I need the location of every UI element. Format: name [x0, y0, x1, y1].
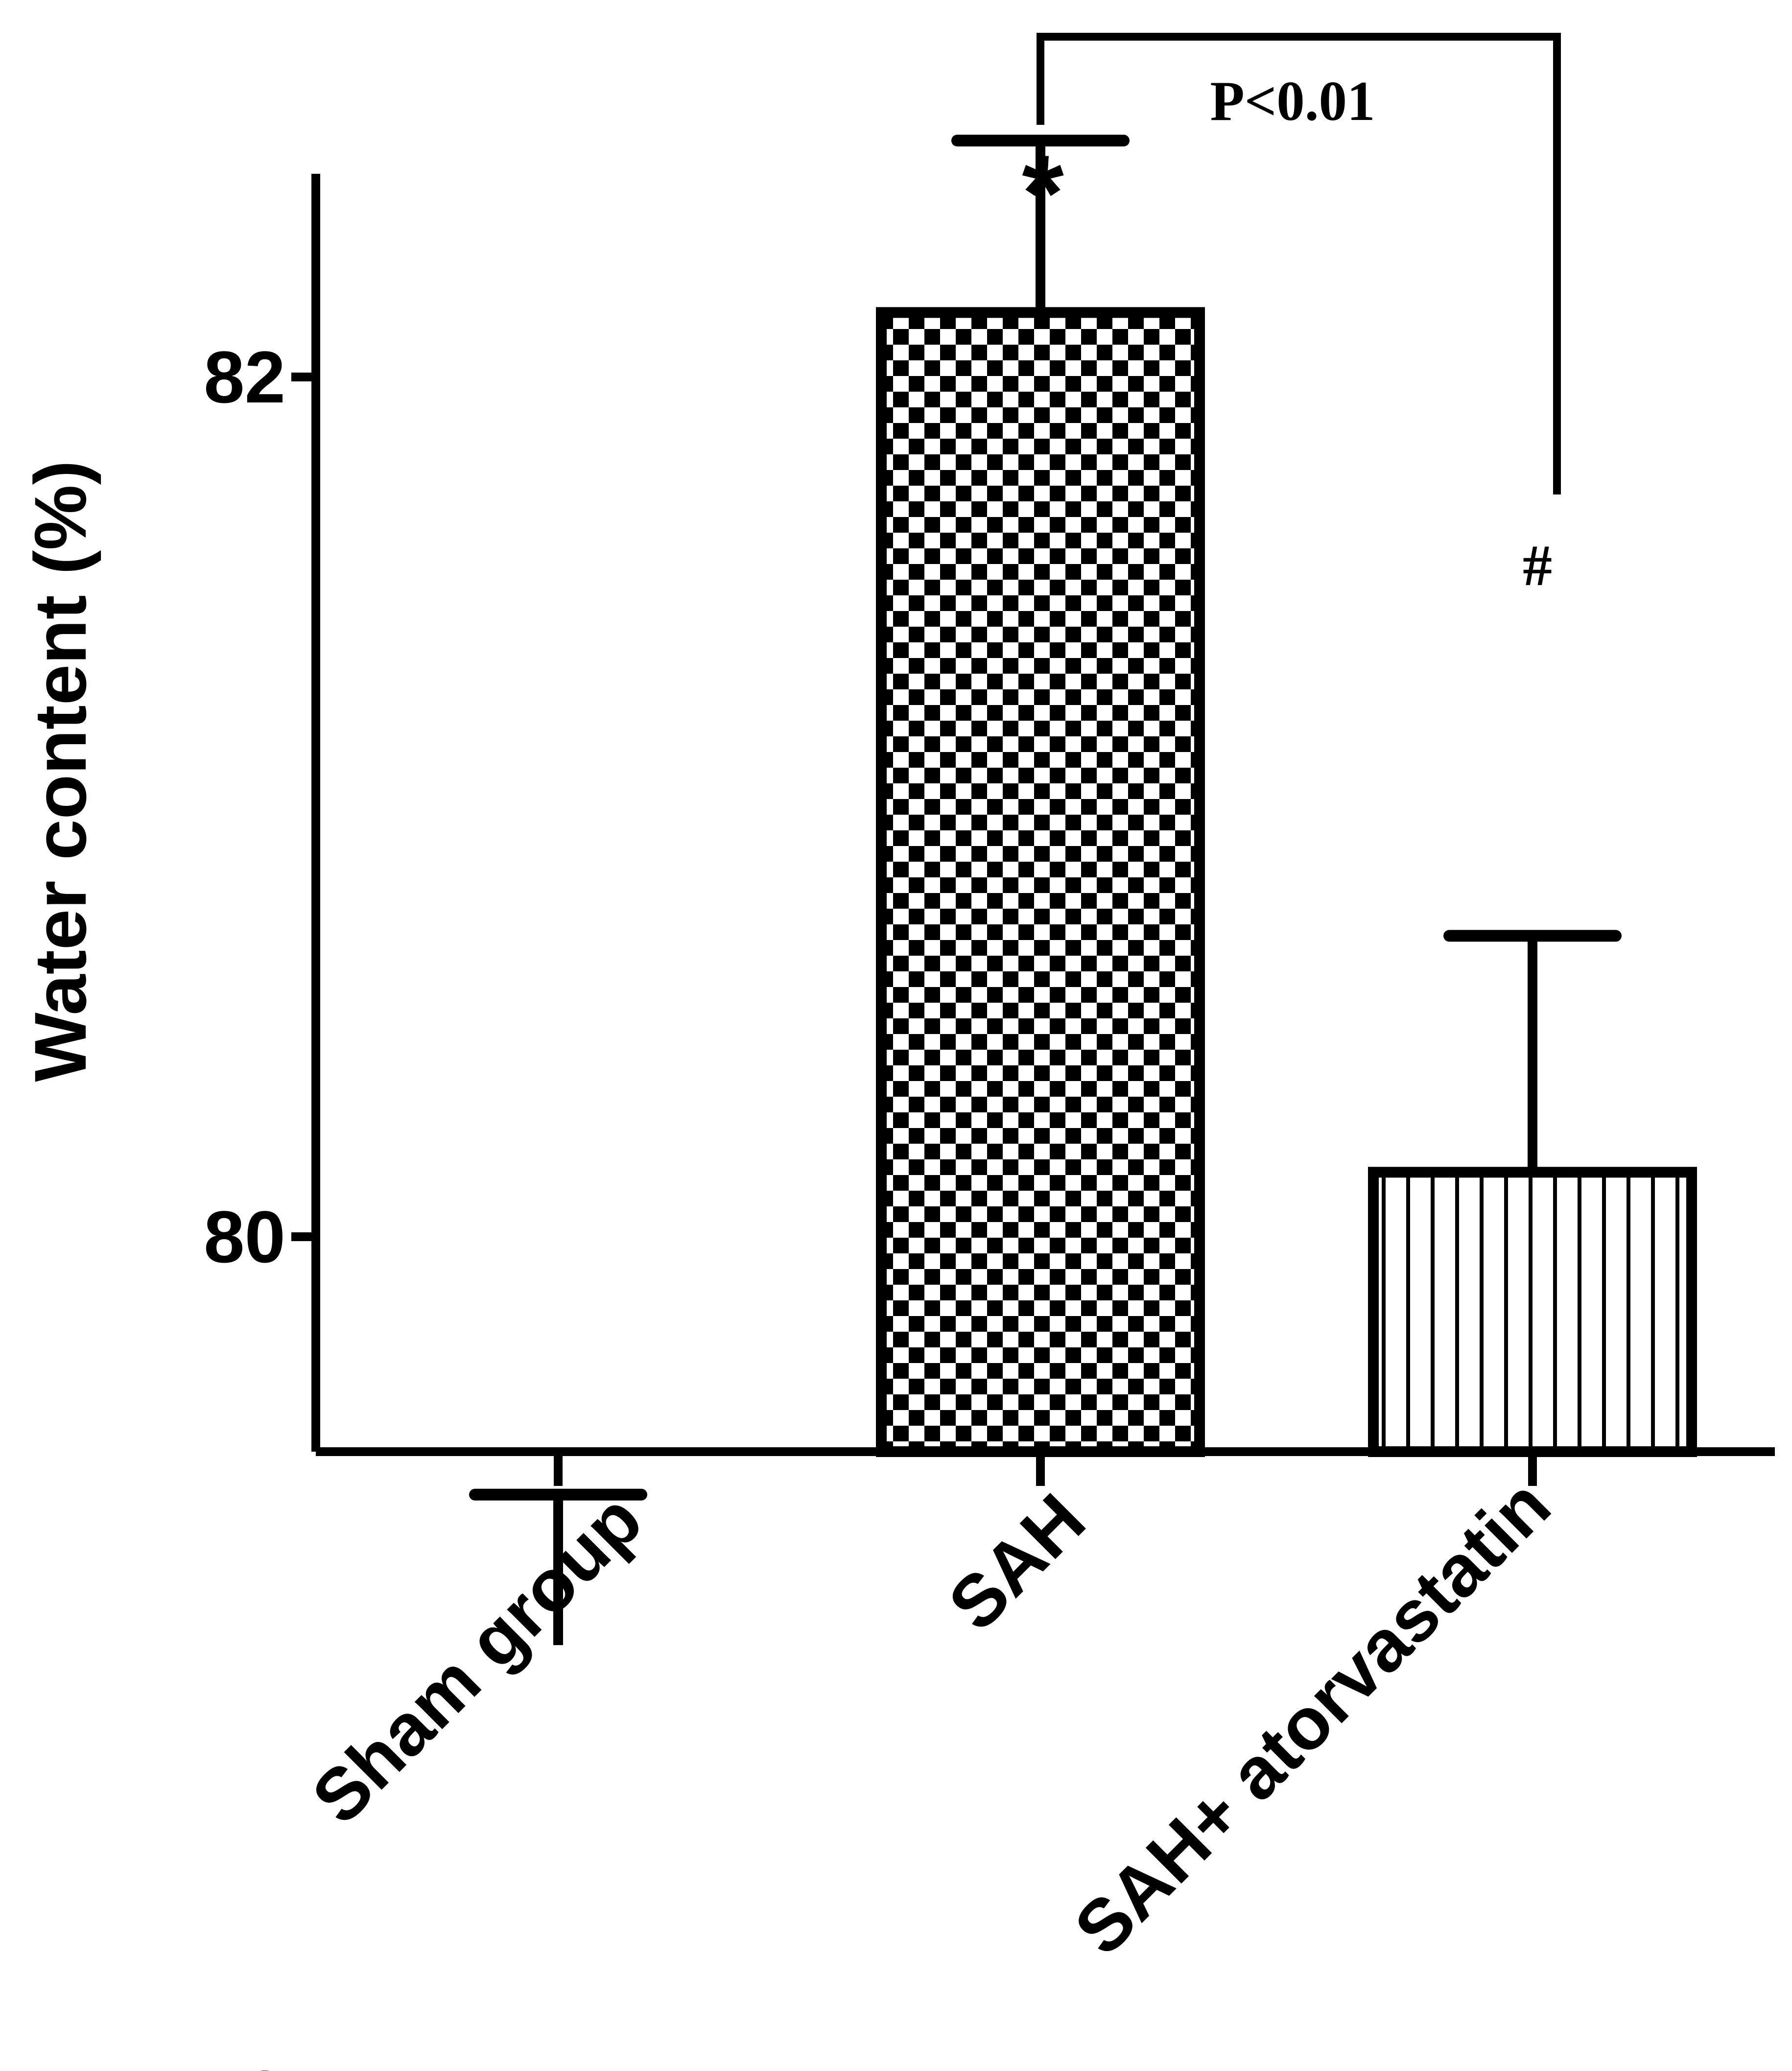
y-tick-label-78: 78	[204, 2055, 285, 2071]
bar-sah	[876, 307, 1205, 1457]
y-tick-label-82: 82	[204, 336, 285, 418]
y-axis-label: Water content (%)	[19, 460, 101, 1082]
significance-hash: #	[1523, 533, 1552, 598]
x-tick-label-sah: SAH	[933, 1478, 1101, 1646]
y-tick-label-80: 80	[204, 1196, 285, 1278]
significance-bracket	[1037, 33, 1561, 494]
x-tick-label-sah-atorvastatin: SAH+ atorvastatin	[1059, 1463, 1565, 1970]
significance-asterisk: *	[1022, 133, 1064, 253]
x-tick-label-sham-group: Sham group	[296, 1478, 658, 1839]
bar-sah-atorvastatin	[1368, 1167, 1697, 1458]
p-value-label: P<0.01	[1210, 70, 1375, 132]
